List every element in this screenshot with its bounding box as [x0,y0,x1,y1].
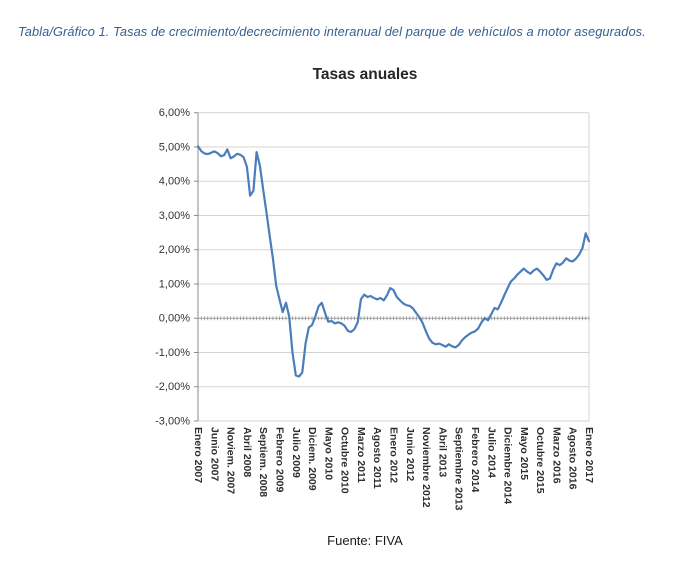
x-tick-label: Septiem. 2008 [257,427,269,497]
y-tick-label: 0,00% [159,313,190,325]
series [196,145,591,378]
x-tick-label: Junio 2007 [208,427,220,481]
x-tick-label: Noviembre 2012 [420,427,432,508]
axis-labels: 6,00% 5,00% 4,00% 3,00% 2,00% 1,00% 0,00% -1,00… [155,107,595,510]
x-tick-label: Enero 2012 [388,427,400,483]
chart-title: Tasas anuales [312,66,418,83]
data-line [196,145,591,378]
y-tick-label: 5,00% [159,141,190,153]
x-tick-label: Abril 2008 [241,427,253,477]
x-tick-label: Mayo 2010 [322,427,334,480]
y-tick-label: 4,00% [159,176,190,188]
figure-caption: Tabla/Gráfico 1. Tasas de crecimiento/de… [18,24,646,39]
x-tick-label: Enero 2007 [192,427,204,483]
x-tick-label: Febrero 2009 [273,427,285,493]
x-tick-label: Mayo 2015 [518,427,530,480]
x-tick-label: Marzo 2011 [355,427,367,483]
x-tick-label: Marzo 2016 [550,427,562,484]
x-tick-label: Agosto 2016 [567,427,579,490]
y-tick-label: 2,00% [159,244,190,256]
y-tick-label: -1,00% [155,347,190,359]
y-tick-label: 3,00% [159,210,190,222]
x-tick-label: Octubre 2010 [339,427,351,494]
y-tick-label: -2,00% [155,381,190,393]
x-tick-label: Enero 2017 [583,427,595,483]
x-tick-label: Julio 2009 [290,427,302,478]
x-tick-label: Diciembre 2014 [502,427,514,504]
x-tick-label: Septiembre 2013 [453,427,465,511]
y-tick-label: 6,00% [159,107,190,119]
y-tick-label: 1,00% [159,278,190,290]
x-tick-label: Agosto 2011 [371,427,383,489]
x-tick-label: Noviem. 2007 [225,427,237,494]
x-tick-label: Octubre 2015 [534,427,546,494]
axes [194,112,590,422]
x-tick-label: Julio 2014 [485,427,497,478]
x-tick-label: Diciem. 2009 [306,427,318,491]
source-label: Fuente: FIVA [327,533,403,548]
x-tick-label: Junio 2012 [404,427,416,481]
y-tick-label: -3,00% [155,416,190,428]
x-tick-label: Febrero 2014 [469,427,481,493]
x-tick-label: Abril 2013 [436,427,448,477]
